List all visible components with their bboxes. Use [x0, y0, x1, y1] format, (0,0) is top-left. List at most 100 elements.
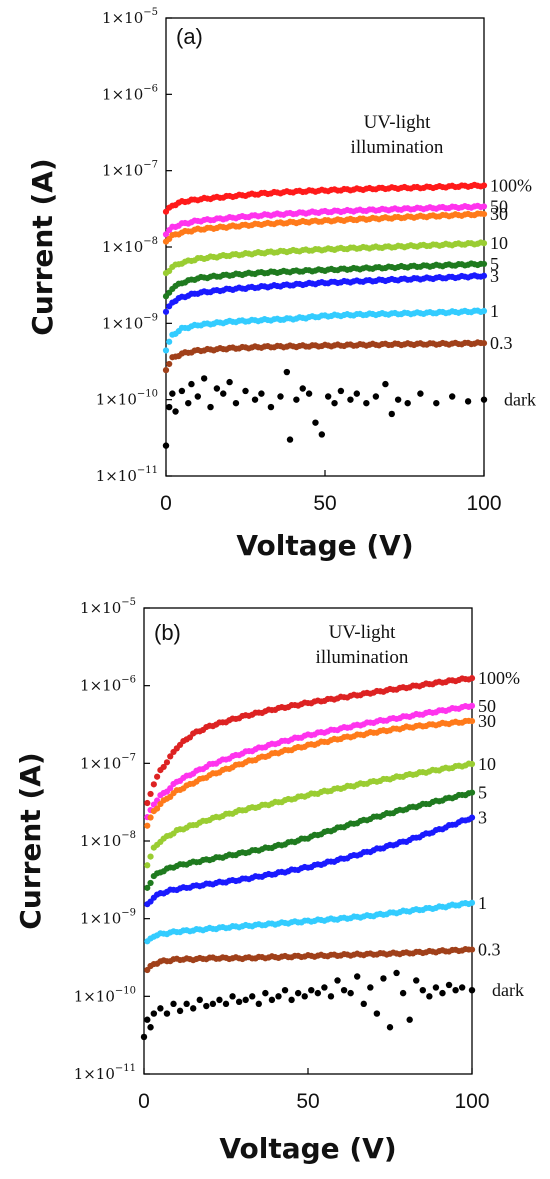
- data-point: [172, 408, 179, 415]
- data-point: [144, 822, 151, 829]
- data-point: [318, 431, 326, 438]
- series-dark: [162, 368, 488, 449]
- series-3: [144, 814, 476, 908]
- series-label: 0.3: [478, 940, 501, 960]
- y-axis-label: Current (A): [14, 752, 47, 929]
- x-tick-label: 50: [296, 1090, 319, 1113]
- data-point: [394, 396, 402, 403]
- data-point: [190, 1005, 197, 1012]
- data-point: [480, 182, 488, 189]
- y-tick-label: 1×10−6: [80, 675, 136, 695]
- series-label: 10: [478, 754, 496, 774]
- data-point: [331, 399, 338, 407]
- data-point: [154, 773, 161, 780]
- data-point: [288, 996, 295, 1004]
- x-tick-label: 50: [313, 492, 336, 515]
- data-point: [367, 984, 374, 991]
- x-axis-label: Voltage (V): [219, 1132, 396, 1165]
- y-axis-label: Current (A): [26, 158, 59, 335]
- data-point: [185, 399, 192, 407]
- y-tick-base: 1×10: [80, 910, 121, 928]
- data-point: [147, 879, 154, 887]
- chart-panel-a: 1×10−51×10−61×10−71×10−81×10−91×10−101×1…: [26, 7, 536, 562]
- data-point: [220, 390, 227, 397]
- data-point: [229, 993, 236, 1000]
- data-point: [258, 390, 265, 397]
- y-tick-label: 1×10−6: [102, 83, 158, 103]
- y-tick-base: 1×10: [102, 85, 143, 103]
- data-point: [232, 399, 240, 407]
- data-point: [299, 385, 306, 392]
- data-point: [275, 993, 282, 1000]
- data-point: [162, 308, 170, 315]
- data-point: [334, 977, 341, 984]
- annotation-line: illumination: [316, 647, 409, 668]
- data-point: [150, 1010, 158, 1017]
- data-point: [249, 993, 256, 1000]
- data-point: [480, 272, 488, 279]
- data-point: [242, 387, 249, 395]
- data-point: [480, 210, 488, 218]
- data-point: [150, 781, 157, 788]
- data-point: [468, 717, 476, 725]
- y-tick-label: 1×10−11: [96, 465, 158, 485]
- data-point: [147, 790, 154, 798]
- data-point: [464, 398, 472, 405]
- data-point: [468, 789, 476, 796]
- series-label: 100%: [478, 668, 520, 688]
- data-point: [157, 1005, 164, 1012]
- y-tick-label: 1×10−11: [74, 1063, 136, 1083]
- data-point: [166, 338, 173, 345]
- x-tick-label: 100: [466, 492, 501, 515]
- data-point: [426, 993, 433, 1000]
- data-point: [480, 203, 488, 210]
- series-label: 5: [490, 254, 499, 274]
- data-point: [194, 393, 201, 400]
- series-label: dark: [492, 980, 524, 1000]
- data-point: [286, 436, 294, 443]
- data-point: [147, 853, 154, 860]
- y-tick-exponent: −10: [115, 985, 136, 996]
- y-tick-label: 1×10−8: [80, 830, 136, 850]
- y-tick-label: 1×10−9: [102, 312, 158, 332]
- data-point: [458, 984, 466, 991]
- data-point: [404, 399, 411, 407]
- data-point: [222, 1000, 230, 1008]
- series-dark: [140, 969, 476, 1041]
- y-tick-base: 1×10: [80, 832, 121, 850]
- x-axis-label: Voltage (V): [236, 529, 413, 562]
- series-5: [144, 789, 476, 891]
- panel-label: (a): [176, 24, 203, 49]
- data-point: [209, 1000, 217, 1008]
- series-label: 5: [478, 783, 487, 803]
- series-label: 10: [490, 233, 508, 253]
- data-point: [178, 387, 186, 395]
- series-30: [144, 717, 476, 829]
- annotation-line: UV-light: [329, 622, 397, 643]
- y-tick-label: 1×10−7: [80, 752, 136, 772]
- data-point: [380, 975, 387, 982]
- data-point: [373, 1010, 381, 1017]
- data-point: [480, 307, 488, 315]
- data-point: [147, 814, 154, 821]
- y-tick-label: 1×10−8: [102, 236, 158, 256]
- y-tick-label: 1×10−5: [102, 7, 158, 27]
- y-tick-base: 1×10: [102, 162, 143, 180]
- data-point: [207, 403, 214, 411]
- data-point: [188, 380, 195, 388]
- chart-panel-b: 1×10−51×10−61×10−71×10−81×10−91×10−101×1…: [14, 597, 524, 1165]
- data-point: [340, 986, 348, 994]
- y-tick-base: 1×10: [96, 467, 137, 485]
- y-tick-base: 1×10: [80, 754, 121, 772]
- data-point: [154, 805, 161, 812]
- data-point: [445, 981, 453, 989]
- data-point: [294, 989, 302, 997]
- data-point: [144, 862, 151, 869]
- data-point: [308, 986, 315, 994]
- data-point: [140, 1033, 148, 1041]
- x-tick-label: 0: [160, 492, 172, 515]
- y-tick-exponent: −9: [143, 312, 158, 323]
- data-point: [293, 396, 300, 403]
- data-point: [419, 986, 426, 994]
- y-tick-exponent: −11: [137, 465, 158, 476]
